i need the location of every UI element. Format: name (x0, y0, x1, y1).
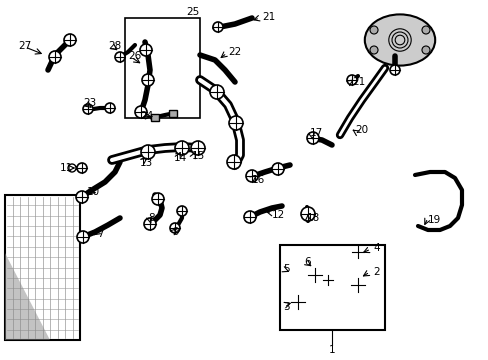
Text: 12: 12 (271, 210, 285, 220)
Circle shape (76, 191, 88, 203)
Text: 13: 13 (140, 158, 153, 168)
Circle shape (346, 75, 356, 85)
Text: 10: 10 (87, 187, 100, 197)
Circle shape (287, 265, 302, 279)
Bar (169, 110, 177, 117)
Circle shape (228, 116, 243, 130)
Circle shape (77, 163, 87, 173)
Text: 26: 26 (128, 51, 141, 61)
Text: 18: 18 (306, 213, 320, 223)
Circle shape (351, 246, 363, 258)
Text: 15: 15 (192, 151, 205, 161)
Circle shape (143, 218, 156, 230)
Circle shape (213, 22, 223, 32)
Circle shape (77, 231, 89, 243)
Circle shape (141, 145, 155, 159)
Ellipse shape (364, 14, 434, 66)
Circle shape (350, 278, 364, 292)
Bar (5, 195, 80, 340)
Circle shape (49, 51, 61, 63)
Circle shape (369, 46, 377, 54)
Circle shape (421, 26, 429, 34)
Circle shape (209, 85, 224, 99)
Text: 16: 16 (251, 175, 264, 185)
Circle shape (83, 104, 93, 114)
Circle shape (152, 193, 163, 205)
Circle shape (323, 275, 332, 285)
Circle shape (135, 106, 147, 118)
Circle shape (115, 52, 125, 62)
Bar (125, 18, 200, 118)
Text: 14: 14 (174, 153, 187, 163)
Text: 6: 6 (304, 257, 310, 267)
Text: 4: 4 (372, 243, 379, 253)
Circle shape (307, 268, 321, 282)
Circle shape (68, 164, 76, 172)
Text: 23: 23 (83, 98, 96, 108)
Text: 21: 21 (351, 77, 365, 87)
Text: 9: 9 (172, 227, 178, 237)
Circle shape (271, 163, 284, 175)
Text: 17: 17 (309, 128, 323, 138)
Circle shape (245, 170, 258, 182)
Text: 22: 22 (227, 47, 241, 57)
Bar (280, 245, 384, 330)
Polygon shape (5, 253, 50, 340)
Circle shape (389, 65, 399, 75)
Circle shape (421, 46, 429, 54)
Text: 21: 21 (262, 12, 275, 22)
Text: 8: 8 (148, 213, 154, 223)
Text: 24: 24 (140, 111, 153, 121)
Circle shape (290, 295, 305, 309)
Circle shape (177, 206, 186, 216)
Circle shape (175, 141, 189, 155)
Circle shape (140, 44, 152, 56)
Circle shape (306, 132, 318, 144)
Text: 7: 7 (97, 229, 103, 239)
Bar (151, 114, 159, 121)
Text: 19: 19 (427, 215, 440, 225)
Circle shape (369, 26, 377, 34)
Circle shape (170, 223, 180, 233)
Text: 25: 25 (186, 7, 199, 17)
Circle shape (191, 141, 204, 155)
Circle shape (64, 34, 76, 46)
Text: 11: 11 (60, 163, 73, 173)
Circle shape (226, 155, 241, 169)
Text: 20: 20 (354, 125, 367, 135)
Text: 27: 27 (18, 41, 31, 51)
Text: 3: 3 (283, 302, 289, 312)
Text: 28: 28 (108, 41, 121, 51)
Circle shape (244, 211, 256, 223)
Circle shape (142, 74, 154, 86)
Text: 5: 5 (283, 264, 289, 274)
Circle shape (105, 103, 115, 113)
Text: 2: 2 (372, 267, 379, 277)
Text: 1: 1 (328, 345, 335, 355)
Circle shape (301, 207, 314, 221)
